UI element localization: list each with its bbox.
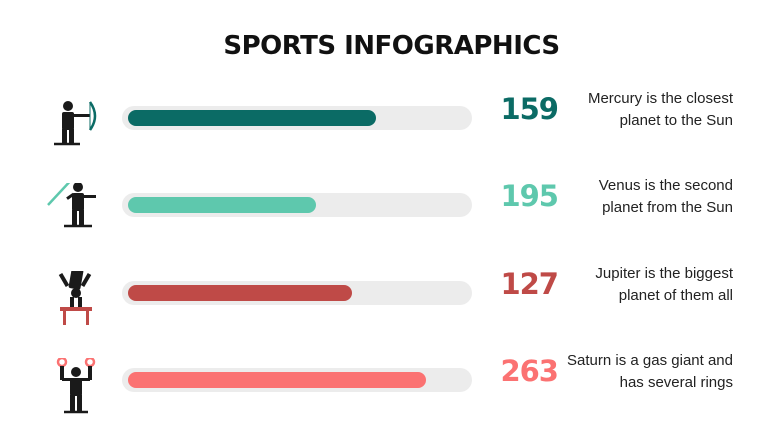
progress-fill <box>128 285 352 301</box>
stat-row-3: 127 Jupiter is the biggest planet of the… <box>0 265 783 351</box>
description-line-2: planet to the Sun <box>619 112 733 129</box>
progress-fill <box>128 197 316 213</box>
stat-value: 195 <box>500 179 559 213</box>
progress-fill <box>128 372 426 388</box>
stat-row-1: 159 Mercury is the closest planet to the… <box>0 90 783 176</box>
stat-value: 263 <box>500 354 559 388</box>
description-line-1: Jupiter is the biggest <box>595 265 733 282</box>
description-line-1: Saturn is a gas giant and <box>567 352 733 369</box>
page-title: SPORTS INFOGRAPHICS <box>223 31 560 61</box>
stat-description: Saturn is a gas giant and has several ri… <box>513 350 733 394</box>
stat-row-2: 195 Venus is the second planet from the … <box>0 177 783 263</box>
gymnast-icon <box>44 271 108 335</box>
description-line-2: has several rings <box>619 374 733 391</box>
rings-gymnast-icon <box>44 358 108 422</box>
description-line-2: planet from the Sun <box>602 199 733 216</box>
description-line-1: Mercury is the closest <box>587 90 733 107</box>
stat-value: 159 <box>500 92 559 126</box>
stat-description: Mercury is the closest planet to the Sun <box>513 88 733 132</box>
description-line-1: Venus is the second <box>598 177 733 194</box>
javelin-thrower-icon <box>44 183 108 247</box>
progress-fill <box>128 110 376 126</box>
stat-row-4: 263 Saturn is a gas giant and has severa… <box>0 352 783 438</box>
stat-value: 127 <box>500 267 559 301</box>
stat-description: Jupiter is the biggest planet of them al… <box>513 263 733 307</box>
stat-description: Venus is the second planet from the Sun <box>513 175 733 219</box>
archer-icon <box>44 96 108 160</box>
description-line-2: planet of them all <box>618 287 733 304</box>
